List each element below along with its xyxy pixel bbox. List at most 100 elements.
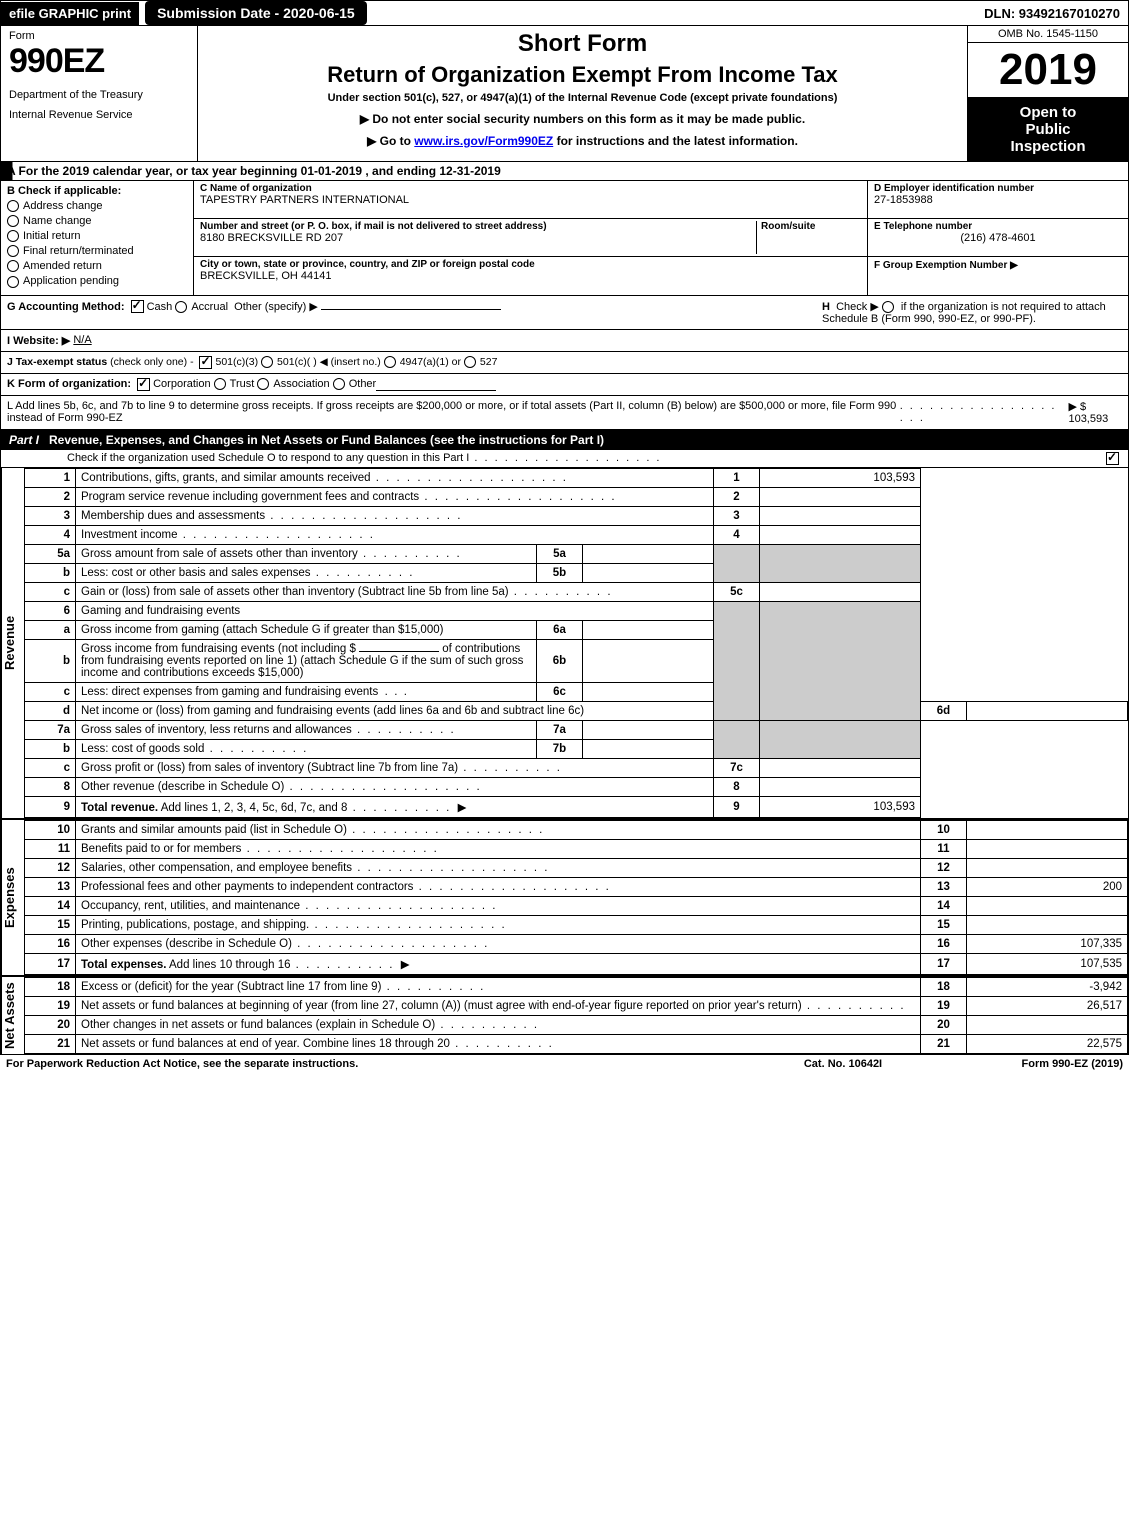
section-h: H Check ▶ if the organization is not req…	[812, 300, 1122, 325]
cat-no: Cat. No. 10642I	[743, 1058, 943, 1070]
revenue-table: 1 Contributions, gifts, grants, and simi…	[24, 468, 1128, 818]
city-row: City or town, state or province, country…	[194, 257, 867, 294]
omb-number: OMB No. 1545-1150	[968, 26, 1128, 43]
phone-label: E Telephone number	[874, 221, 1122, 232]
open-line-1: Open to	[972, 104, 1124, 121]
submission-date: Submission Date - 2020-06-15	[145, 1, 367, 25]
street-label: Number and street (or P. O. box, if mail…	[200, 221, 756, 232]
4947-checkbox[interactable]	[384, 356, 396, 368]
line-7b: b Less: cost of goods sold 7b	[25, 739, 1128, 758]
line-21: 21 Net assets or fund balances at end of…	[25, 1034, 1128, 1053]
g-label: G Accounting Method:	[7, 301, 125, 313]
line-3: 3 Membership dues and assessments 3	[25, 506, 1128, 525]
l-value: ▶ $ 103,593	[1068, 400, 1122, 425]
527-checkbox[interactable]	[464, 356, 476, 368]
form-box: Form 990EZ Department of the Treasury In…	[1, 26, 198, 161]
ein-row: D Employer identification number 27-1853…	[868, 181, 1128, 219]
assoc-checkbox[interactable]	[257, 378, 269, 390]
phone-row: E Telephone number (216) 478-4601	[868, 219, 1128, 257]
open-line-3: Inspection	[972, 138, 1124, 155]
part-1-title: Revenue, Expenses, and Changes in Net As…	[49, 433, 1120, 447]
other-specify-input[interactable]	[321, 309, 501, 310]
line-10: 10 Grants and similar amounts paid (list…	[25, 820, 1128, 839]
ein-value: 27-1853988	[874, 194, 1122, 206]
section-i: I Website: ▶ N/A	[1, 330, 1128, 352]
expenses-vert-label: Expenses	[1, 820, 24, 975]
line-6a: a Gross income from gaming (attach Sched…	[25, 620, 1128, 639]
line-18: 18 Excess or (deficit) for the year (Sub…	[25, 977, 1128, 996]
line-7c: c Gross profit or (loss) from sales of i…	[25, 758, 1128, 777]
irs-link[interactable]: www.irs.gov/Form990EZ	[414, 134, 553, 148]
part-1-header: Part I Revenue, Expenses, and Changes in…	[1, 430, 1128, 450]
form-container: efile GRAPHIC print Submission Date - 20…	[0, 0, 1129, 1055]
top-bar: efile GRAPHIC print Submission Date - 20…	[1, 1, 1128, 26]
check-address-change[interactable]: Address change	[7, 200, 187, 212]
instruction-2: ▶ Go to www.irs.gov/Form990EZ for instru…	[206, 134, 959, 148]
corp-checkbox[interactable]	[137, 378, 150, 391]
trust-checkbox[interactable]	[214, 378, 226, 390]
section-g-h: G Accounting Method: Cash Accrual Other …	[1, 296, 1128, 330]
section-k: K Form of organization: Corporation Trus…	[1, 374, 1128, 396]
tax-year: 2019	[968, 43, 1128, 98]
l-text: L Add lines 5b, 6c, and 7b to line 9 to …	[7, 400, 900, 425]
line-9: 9 Total revenue. Add lines 1, 2, 3, 4, 5…	[25, 796, 1128, 817]
j-label: J Tax-exempt status	[7, 356, 107, 369]
instr2-pre: ▶ Go to	[367, 134, 414, 148]
netassets-vert-label: Net Assets	[1, 977, 24, 1054]
form-version: Form 990-EZ (2019)	[943, 1058, 1123, 1070]
instr2-post: for instructions and the latest informat…	[553, 134, 798, 148]
schedule-o-checkbox[interactable]	[1106, 452, 1119, 465]
check-name-change[interactable]: Name change	[7, 215, 187, 227]
line-5a: 5a Gross amount from sale of assets othe…	[25, 544, 1128, 563]
netassets-table: 18 Excess or (deficit) for the year (Sub…	[24, 977, 1128, 1054]
ein-label: D Employer identification number	[874, 183, 1122, 194]
line-11: 11 Benefits paid to or for members 11	[25, 839, 1128, 858]
efile-graphic-label[interactable]: efile GRAPHIC print	[1, 2, 139, 25]
revenue-section: Revenue 1 Contributions, gifts, grants, …	[1, 468, 1128, 818]
k-label: K Form of organization:	[7, 378, 131, 391]
schedule-o-row: Check if the organization used Schedule …	[1, 450, 1128, 468]
check-amended-return[interactable]: Amended return	[7, 260, 187, 272]
form-number: 990EZ	[9, 42, 189, 81]
street-row: Number and street (or P. O. box, if mail…	[194, 219, 867, 257]
6b-amount-input[interactable]	[359, 651, 439, 652]
line-4: 4 Investment income 4	[25, 525, 1128, 544]
group-exemption-row: F Group Exemption Number ▶	[868, 257, 1128, 294]
accrual-checkbox[interactable]	[175, 301, 187, 313]
line-8: 8 Other revenue (describe in Schedule O)…	[25, 777, 1128, 796]
cash-checkbox[interactable]	[131, 300, 144, 313]
org-name-row: C Name of organization TAPESTRY PARTNERS…	[194, 181, 867, 219]
website-label: I Website: ▶	[7, 334, 70, 347]
other-org-checkbox[interactable]	[333, 378, 345, 390]
city-label: City or town, state or province, country…	[200, 259, 861, 270]
line-6: 6 Gaming and fundraising events	[25, 601, 1128, 620]
check-application-pending[interactable]: Application pending	[7, 275, 187, 287]
group-exemption-label: F Group Exemption Number ▶	[874, 260, 1018, 271]
h-checkbox[interactable]	[882, 301, 894, 313]
line-5b: b Less: cost or other basis and sales ex…	[25, 563, 1128, 582]
footer-row: For Paperwork Reduction Act Notice, see …	[0, 1055, 1129, 1073]
section-l: L Add lines 5b, 6c, and 7b to line 9 to …	[1, 396, 1128, 430]
line-1: 1 Contributions, gifts, grants, and simi…	[25, 468, 1128, 487]
main-title: Return of Organization Exempt From Incom…	[206, 62, 959, 88]
check-final-return[interactable]: Final return/terminated	[7, 245, 187, 257]
netassets-section: Net Assets 18 Excess or (deficit) for th…	[1, 975, 1128, 1054]
line-19: 19 Net assets or fund balances at beginn…	[25, 996, 1128, 1015]
501c3-checkbox[interactable]	[199, 356, 212, 369]
header-row: Form 990EZ Department of the Treasury In…	[1, 26, 1128, 162]
line-15: 15 Printing, publications, postage, and …	[25, 915, 1128, 934]
phone-value: (216) 478-4601	[874, 232, 1122, 244]
dept-irs: Internal Revenue Service	[9, 109, 189, 121]
line-7a: 7a Gross sales of inventory, less return…	[25, 720, 1128, 739]
form-label: Form	[9, 30, 189, 42]
section-b: B Check if applicable: Address change Na…	[1, 181, 194, 295]
line-2: 2 Program service revenue including gove…	[25, 487, 1128, 506]
website-value: N/A	[73, 334, 91, 347]
check-initial-return[interactable]: Initial return	[7, 230, 187, 242]
accounting-method: G Accounting Method: Cash Accrual Other …	[7, 300, 812, 325]
501c-checkbox[interactable]	[261, 356, 273, 368]
expenses-table: 10 Grants and similar amounts paid (list…	[24, 820, 1128, 975]
line-16: 16 Other expenses (describe in Schedule …	[25, 934, 1128, 953]
line-13: 13 Professional fees and other payments …	[25, 877, 1128, 896]
other-org-input[interactable]	[376, 378, 496, 391]
